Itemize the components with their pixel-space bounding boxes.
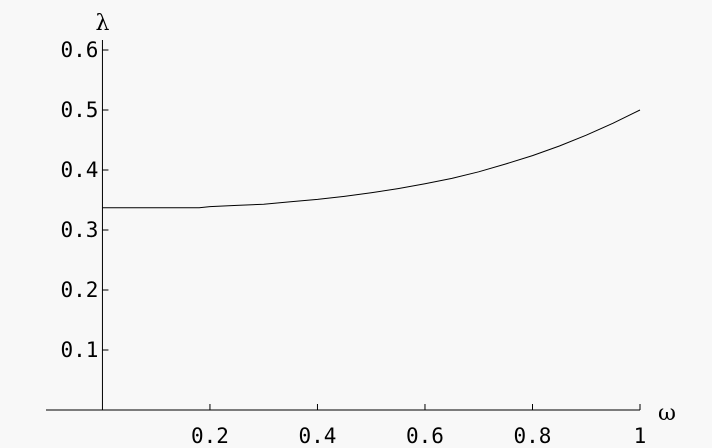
y-tick-label: 0.1 (61, 338, 99, 362)
x-tick-label: 0.4 (298, 424, 336, 448)
y-axis-label: λ (95, 11, 109, 36)
y-tick-label: 0.5 (61, 98, 99, 122)
y-axis-ticks: 0.1 0.2 0.3 0.4 0.5 0.6 (61, 38, 109, 362)
axes (46, 40, 640, 411)
series-group (102, 109, 641, 209)
y-tick-label: 0.3 (61, 218, 99, 242)
x-tick-label: 0.6 (406, 424, 444, 448)
x-tick-label: 0.8 (514, 424, 552, 448)
x-tick-label: 1 (634, 424, 647, 448)
x-axis-ticks: 0.2 0.4 0.6 0.8 1 (191, 404, 646, 448)
y-tick-label: 0.2 (61, 278, 99, 302)
y-tick-label: 0.6 (61, 38, 99, 62)
series-line (102, 109, 641, 209)
x-axis-label: ω (658, 401, 676, 426)
y-tick-label: 0.4 (61, 158, 99, 182)
x-tick-label: 0.2 (191, 424, 229, 448)
